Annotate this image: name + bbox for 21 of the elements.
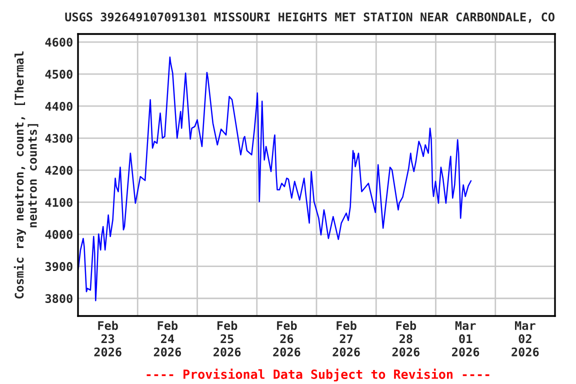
x-tick-label: Feb 26 2026 [273,320,300,356]
x-tick-label: Feb 28 2026 [392,320,420,356]
text: ---- Provisional Data Subject to Revision ---- [146,368,490,382]
y-tick-label: 4600 [45,38,72,47]
y-tick-label: 4000 [45,230,72,239]
x-tick-label: Feb 24 2026 [154,320,182,356]
y-tick-label: 4100 [45,198,72,207]
y-tick-label: 3800 [45,294,72,304]
x-tick-label: Feb 27 2026 [332,320,360,356]
x-tick-label: Mar 02 2026 [512,321,539,356]
line-series [78,56,472,302]
y-tick-label: 3900 [45,262,72,272]
y-tick-label: 4400 [45,102,72,111]
chart-title: USGS 392649107091301 MISSOURI HEIGHTS MET STATION NEAR CARBONDALE, CO [65,12,554,23]
y-tick-label: 4300 [45,134,72,143]
x-tick-label: Feb 23 2026 [94,320,122,356]
y-tick-label: 4500 [45,70,72,79]
x-tick-label: Mar 01 2026 [452,321,480,356]
x-tick-label: Feb 25 2026 [214,320,241,356]
y-tick-label: 4200 [45,166,72,175]
y-axis-title: Cosmic ray neutron, count, [Thermal neutron counts] [14,51,38,298]
